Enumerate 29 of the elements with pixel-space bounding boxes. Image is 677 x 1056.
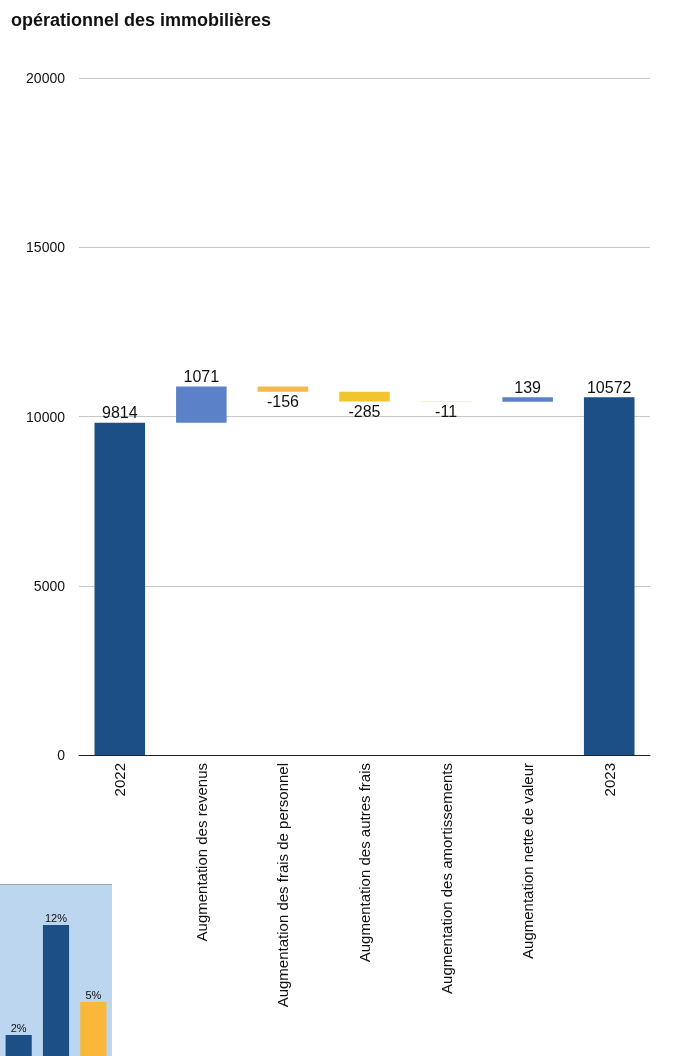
bar (502, 397, 553, 402)
data-label: 12% (44, 911, 68, 924)
x-tick-label: Augmentation des autres frais (356, 763, 373, 963)
x-tick-label: 2023 (600, 763, 618, 797)
bar (94, 422, 146, 755)
x-tick-label: Augmentation des amortissements (437, 763, 455, 994)
y-tick-label: 0 (57, 747, 66, 763)
data-label: -156 (266, 393, 300, 411)
data-label: 5% (85, 988, 102, 1001)
data-label: 2% (10, 1021, 27, 1034)
bar (257, 386, 309, 392)
data-label: -285 (348, 402, 381, 420)
chart-title: opérationnel des immobilières (11, 10, 272, 30)
data-label: 9814 (101, 404, 138, 422)
data-label: 1071 (183, 368, 220, 386)
y-tick-label: 20000 (26, 70, 66, 86)
data-label: 10572 (586, 378, 632, 396)
data-label: -11 (435, 403, 458, 421)
y-tick-label: 5000 (33, 577, 66, 594)
x-tick-label: Augmentation des frais de personnel (274, 763, 292, 1008)
x-tick-label: Augmentation nette de valeur (519, 763, 537, 959)
x-tick-label: 2022 (111, 763, 129, 797)
y-tick-label: 10000 (26, 408, 66, 425)
bar (176, 386, 227, 423)
y-tick-label: 15000 (26, 239, 66, 256)
bar (583, 397, 635, 755)
bar (339, 391, 390, 402)
x-tick-label: Augmentation des revenus (192, 763, 210, 942)
data-label: 139 (514, 378, 542, 396)
